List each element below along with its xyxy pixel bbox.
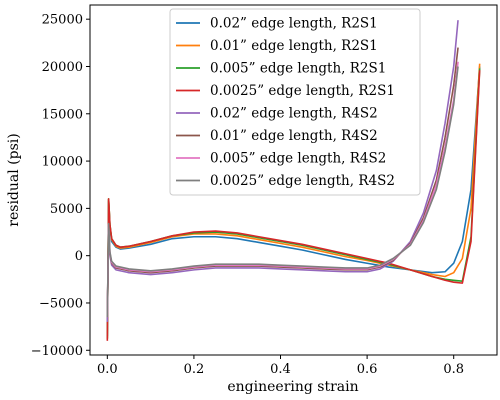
- x-tick-label: 0.6: [357, 362, 378, 377]
- x-tick-label: 0.2: [184, 362, 205, 377]
- x-tick-label: 0.0: [97, 362, 118, 377]
- y-tick-label: 5000: [50, 202, 83, 217]
- series-layer: [106, 20, 481, 341]
- y-tick-label: 20000: [42, 60, 83, 75]
- y-tick-label: 15000: [42, 107, 83, 122]
- y-tick-label: 0: [75, 249, 83, 264]
- legend-entry-label: 0.02” edge length, R4S2: [210, 106, 378, 122]
- x-axis-label: engineering strain: [227, 379, 358, 395]
- series-line-4: [106, 70, 481, 341]
- series-line-5: [106, 20, 459, 322]
- x-axis: 0.0 0.2 0.4 0.6 0.8: [97, 355, 464, 377]
- plot-area-frame: [89, 4, 498, 356]
- x-tick-label: 0.4: [270, 362, 291, 377]
- y-tick-label: −10000: [31, 344, 83, 359]
- series-line-1: [106, 66, 481, 337]
- legend-entry-label: 0.0025” edge length, R2S1: [210, 83, 395, 99]
- legend-entry-label: 0.02” edge length, R2S1: [210, 16, 378, 32]
- series-line-8: [106, 66, 459, 318]
- legend: 0.02” edge length, R2S1 0.01” edge length…: [169, 8, 421, 196]
- legend-entry-label: 0.0025” edge length, R4S2: [210, 173, 395, 189]
- legend-box: [169, 8, 421, 196]
- y-axis: −10000 −5000 0 5000 10000 15000 20000 25000: [31, 13, 90, 359]
- legend-entry-label: 0.005” edge length, R4S2: [210, 151, 386, 167]
- series-line-6: [106, 47, 459, 318]
- y-tick-label: 10000: [42, 155, 83, 170]
- legend-entry-label: 0.01” edge length, R2S1: [210, 38, 378, 54]
- y-tick-label: 25000: [42, 13, 83, 28]
- series-line-2: [106, 63, 481, 338]
- x-tick-label: 0.8: [443, 362, 464, 377]
- y-tick-label: −5000: [39, 296, 83, 311]
- legend-entry-label: 0.005” edge length, R2S1: [210, 61, 386, 77]
- legend-entry-label: 0.01” edge length, R4S2: [210, 128, 378, 144]
- y-axis-label: residual (psi): [6, 133, 22, 226]
